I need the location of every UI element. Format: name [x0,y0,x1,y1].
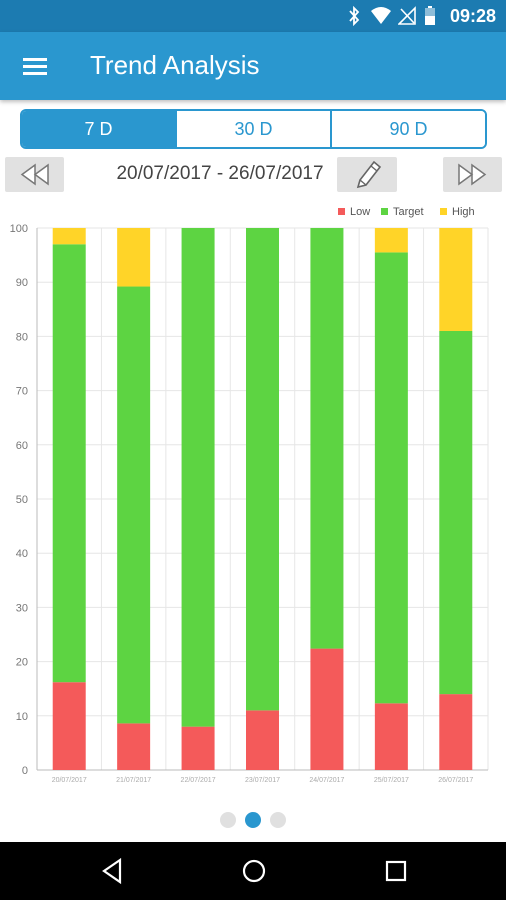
app-bar: Trend Analysis [0,32,506,100]
back-icon[interactable] [100,856,124,886]
page-dot[interactable] [220,812,236,828]
next-period-button[interactable] [443,157,502,192]
legend-label-high: High [452,206,475,218]
tab-30d[interactable]: 30 D [177,111,332,147]
bar-target [310,228,344,649]
legend-swatch-target [381,208,388,215]
menu-button[interactable] [18,50,52,82]
legend-swatch-low [338,208,345,215]
battery-icon [425,6,435,25]
page-dot[interactable] [245,812,261,828]
y-tick-label: 50 [16,494,28,506]
legend-label-target: Target [393,206,424,218]
status-time: 09:28 [449,6,496,26]
x-tick-label: 26/07/2017 [438,777,473,784]
y-tick-label: 80 [16,331,28,343]
tab-7d[interactable]: 7 D [22,111,177,147]
bar-low [246,710,279,770]
recents-icon[interactable] [384,856,408,886]
y-tick-label: 100 [10,223,28,235]
bar-low [181,726,215,770]
pencil-icon [356,160,382,189]
home-icon[interactable] [240,856,268,886]
period-tabs: 7 D 30 D 90 D [20,109,487,149]
bluetooth-icon [349,6,360,26]
y-tick-label: 10 [16,711,28,723]
bar-low [117,723,151,770]
date-range-label: 20/07/2017 - 26/07/2017 [116,163,324,184]
y-tick-label: 90 [16,277,28,289]
wifi-icon [371,7,391,24]
bar-low [374,703,408,770]
y-tick-label: 0 [22,765,28,777]
x-tick-label: 25/07/2017 [374,777,409,784]
y-tick-label: 30 [16,602,28,614]
no-signal-icon [398,6,416,25]
y-tick-label: 70 [16,386,28,398]
bar-high [52,228,86,245]
system-nav-bar [0,842,506,900]
hamburger-icon [23,58,47,75]
status-bar: 09:28 [0,0,506,32]
trend-chart: 0 10 20 30 40 50 60 70 80 90 100 20/07/2017 21/07/20… [10,206,489,784]
y-tick-label: 60 [16,440,28,452]
edit-date-button[interactable] [337,157,397,192]
bar-target [181,228,215,727]
bar-low [310,648,344,770]
fast-forward-icon [458,163,487,186]
x-tick-label: 23/07/2017 [245,777,280,784]
y-tick-label: 40 [16,548,28,560]
bar-low [52,682,86,770]
bar-high [374,228,408,253]
bar-target [439,330,473,695]
page-dot[interactable] [270,812,286,828]
bar-target [246,228,279,711]
x-tick-label: 22/07/2017 [181,777,216,784]
bar-low [439,694,473,770]
page-title: Trend Analysis [90,50,260,80]
bar-target [52,244,86,683]
x-tick-label: 20/07/2017 [52,777,87,784]
tab-90d[interactable]: 90 D [332,111,485,147]
bar-high [117,228,151,287]
y-tick-label: 20 [16,657,28,669]
x-tick-label: 21/07/2017 [116,777,151,784]
legend-label-low: Low [350,206,370,218]
bar-high [439,228,473,331]
legend-swatch-high [440,208,447,215]
x-tick-label: 24/07/2017 [309,777,344,784]
bar-target [374,252,408,704]
bar-target [117,286,151,724]
previous-period-button[interactable] [5,157,64,192]
rewind-icon [20,163,49,186]
